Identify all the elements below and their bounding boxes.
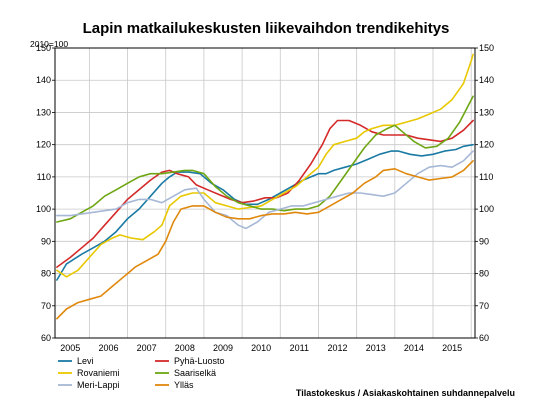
x-tick-label-2010: 2010 bbox=[251, 343, 271, 353]
series-line-0 bbox=[56, 143, 474, 281]
y-tick-label-right-80: 80 bbox=[479, 269, 489, 279]
chart-title: Lapin matkailukeskusten liikevaihdon tre… bbox=[83, 20, 450, 37]
series-lines bbox=[56, 53, 474, 320]
y-tick-label-left-60: 60 bbox=[41, 333, 51, 343]
x-tick-label-2006: 2006 bbox=[98, 343, 118, 353]
legend-label-2: Rovaniemi bbox=[77, 368, 120, 378]
y-tick-label-right-130: 130 bbox=[479, 107, 494, 117]
source-label: Tilastokeskus / Asiakaskohtainen suhdann… bbox=[296, 388, 515, 398]
y-tick-label-left-80: 80 bbox=[41, 269, 51, 279]
x-tick-label-2011: 2011 bbox=[290, 343, 309, 353]
y-tick-label-left-110: 110 bbox=[37, 172, 51, 182]
x-tick-label-2008: 2008 bbox=[175, 343, 195, 353]
series-line-1 bbox=[56, 119, 474, 268]
y-tick-label-right-60: 60 bbox=[479, 333, 489, 343]
x-tick-label-2013: 2013 bbox=[366, 343, 386, 353]
y-tick-label-right-110: 110 bbox=[479, 172, 493, 182]
series-line-4 bbox=[56, 150, 474, 230]
x-tick-label-2007: 2007 bbox=[137, 343, 157, 353]
y-tick-label-left-140: 140 bbox=[36, 75, 51, 85]
x-tick-label-2005: 2005 bbox=[60, 343, 80, 353]
x-tick-label-2009: 2009 bbox=[213, 343, 233, 353]
series-line-5 bbox=[56, 160, 474, 320]
y-tick-label-right-150: 150 bbox=[479, 43, 494, 53]
y-tick-label-left-70: 70 bbox=[41, 301, 51, 311]
legend-label-3: Saariselkä bbox=[174, 368, 216, 378]
x-tick-label-2014: 2014 bbox=[404, 343, 424, 353]
y-tick-label-right-100: 100 bbox=[479, 204, 494, 214]
y-tick-label-left-90: 90 bbox=[41, 236, 51, 246]
y-axis-unit-label: 2010=100 bbox=[30, 39, 68, 49]
y-tick-label-right-90: 90 bbox=[479, 236, 489, 246]
y-tick-label-right-120: 120 bbox=[479, 140, 494, 150]
legend-label-0: Levi bbox=[77, 356, 94, 366]
series-line-2 bbox=[56, 53, 474, 278]
y-tick-label-right-70: 70 bbox=[479, 301, 489, 311]
y-tick-label-left-150: 150 bbox=[36, 43, 51, 53]
plot-frame bbox=[54, 47, 476, 339]
legend-label-5: Ylläs bbox=[174, 380, 194, 390]
y-tick-label-left-120: 120 bbox=[36, 140, 51, 150]
legend: Levi Pyhä-Luosto Rovaniemi Saariselkä Meri-L… bbox=[58, 356, 225, 390]
y-tick-label-left-100: 100 bbox=[36, 204, 51, 214]
x-tick-label-2015: 2015 bbox=[442, 343, 462, 353]
legend-label-4: Meri-Lappi bbox=[77, 380, 120, 390]
grid bbox=[55, 47, 475, 339]
x-tick-label-2012: 2012 bbox=[328, 343, 348, 353]
series-line-3 bbox=[56, 95, 474, 223]
y-tick-label-left-130: 130 bbox=[36, 107, 51, 117]
legend-label-1: Pyhä-Luosto bbox=[174, 356, 225, 366]
axes: 60 60 70 70 80 80 90 90 100 100 110 110 120 120 130 130… bbox=[36, 43, 494, 353]
y-tick-label-right-140: 140 bbox=[479, 75, 494, 85]
